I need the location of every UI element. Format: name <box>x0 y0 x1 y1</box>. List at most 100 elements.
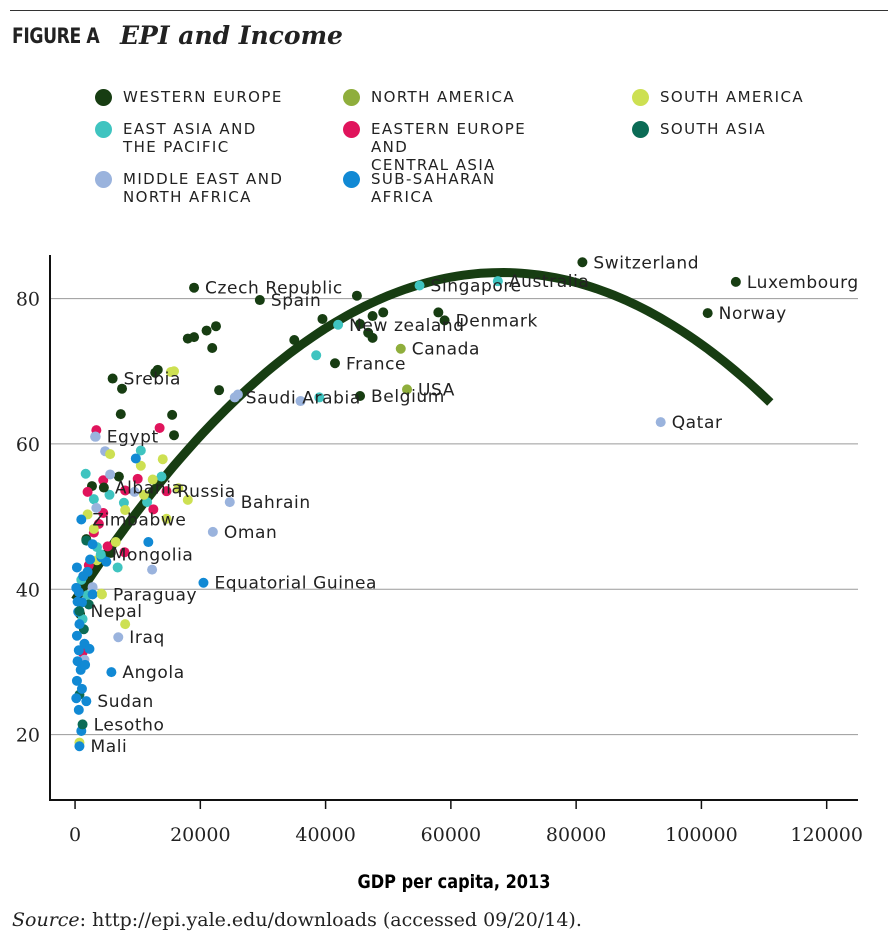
point-label: Paraguay <box>113 585 197 605</box>
point-label: Spain <box>271 291 322 311</box>
legend-label: SOUTH AMERICA <box>660 88 804 106</box>
point-label: New zealand <box>349 316 465 336</box>
data-point <box>85 554 96 565</box>
data-point <box>207 343 218 354</box>
data-point <box>182 494 193 505</box>
data-point <box>105 449 116 460</box>
data-point <box>71 693 82 704</box>
data-point <box>73 587 84 598</box>
point-label: Australia <box>509 272 590 292</box>
legend-dot-icon <box>343 171 360 188</box>
x-tick-label: 60000 <box>421 824 481 846</box>
data-point <box>81 696 92 707</box>
top-rule <box>10 10 888 11</box>
y-tick-label: 80 <box>16 289 40 311</box>
data-point <box>76 514 87 525</box>
data-point <box>74 619 85 630</box>
data-point <box>311 350 322 361</box>
point-label: Canada <box>412 340 480 360</box>
axes: 20 40 60 80 0 20000 40000 60000 80000 100000 12000… <box>16 255 863 846</box>
point-label: Equatorial Guinea <box>214 574 377 594</box>
data-point <box>91 502 102 513</box>
data-point <box>189 332 200 343</box>
data-point <box>98 475 109 486</box>
x-tick-label: 0 <box>69 824 81 846</box>
data-point <box>71 562 82 573</box>
data-point <box>80 468 91 479</box>
data-point <box>71 675 82 686</box>
y-tick-label: 20 <box>16 725 40 747</box>
data-point <box>229 392 240 403</box>
data-point <box>577 257 588 268</box>
point-label: Srebia <box>124 370 181 390</box>
data-point <box>395 343 406 354</box>
legend-label: EAST ASIA AND THE PACIFIC <box>123 120 257 156</box>
data-point <box>106 667 117 678</box>
source-note: Source: http://epi.yale.edu/downloads (a… <box>12 909 582 931</box>
data-point <box>113 471 124 482</box>
data-point <box>101 556 112 567</box>
point-label: Lesotho <box>94 715 165 735</box>
legend-dot-icon <box>632 121 649 138</box>
point-label: Norway <box>719 304 787 324</box>
legend-label: WESTERN EUROPE <box>123 88 283 106</box>
data-point <box>173 483 184 494</box>
data-point <box>129 486 140 497</box>
data-point <box>110 537 121 548</box>
point-label: Bahrain <box>241 493 311 513</box>
data-point <box>150 367 161 378</box>
data-point <box>73 704 84 715</box>
data-point <box>143 537 154 548</box>
point-label: Singapore <box>431 277 522 297</box>
data-point <box>201 325 212 336</box>
y-tick-label: 60 <box>16 434 40 456</box>
data-point <box>214 385 225 396</box>
point-label: Czech Republic <box>205 279 343 299</box>
data-point <box>82 486 93 497</box>
data-point <box>120 485 131 496</box>
data-point <box>96 589 107 600</box>
data-point <box>161 486 172 497</box>
legend-label: EASTERN EUROPE AND CENTRAL ASIA <box>371 120 527 174</box>
data-point <box>88 523 99 534</box>
point-label: Russia <box>178 482 236 502</box>
point-label: Sudan <box>97 692 154 712</box>
source-prefix: Source <box>12 909 80 931</box>
data-point <box>289 335 300 346</box>
data-point <box>295 396 306 407</box>
data-point <box>98 507 109 518</box>
legend-item-east-asia-pacific: EAST ASIA AND THE PACIFIC <box>95 120 313 156</box>
data-point <box>84 643 95 654</box>
data-point <box>120 619 131 630</box>
figure-label: FIGURE A <box>12 24 100 48</box>
data-point <box>314 392 325 403</box>
legend-dot-icon <box>343 121 360 138</box>
scatter-chart: 20 40 60 80 0 20000 40000 60000 80000 100000 12000… <box>16 253 863 893</box>
data-point <box>363 327 374 338</box>
data-point <box>655 417 666 428</box>
point-labels: Switzerland Luxembourg Australia Czech Repu… <box>90 253 858 757</box>
data-point <box>439 315 450 326</box>
data-point <box>156 471 167 482</box>
data-point <box>402 384 413 395</box>
data-point <box>351 290 362 301</box>
data-point <box>76 683 87 694</box>
data-point <box>107 373 118 384</box>
legend-item-western-europe: WESTERN EUROPE <box>95 88 313 106</box>
point-label: Luxembourg <box>747 273 859 293</box>
point-label: Iraq <box>129 628 165 648</box>
point-label: Zimbabwe <box>92 511 186 531</box>
data-point <box>147 474 158 485</box>
data-point <box>198 577 209 588</box>
source-text: : http://epi.yale.edu/downloads (accesse… <box>79 909 582 931</box>
legend-item-middle-east-north-africa: MIDDLE EAST AND NORTH AFRICA <box>95 170 313 206</box>
point-label: Egypt <box>107 428 159 448</box>
data-point <box>119 547 130 558</box>
data-point <box>87 539 98 550</box>
legend-dot-icon <box>343 89 360 106</box>
data-point <box>147 564 158 575</box>
data-point <box>77 719 88 730</box>
data-point <box>90 431 101 442</box>
data-point <box>189 282 200 293</box>
data-point <box>98 482 109 493</box>
